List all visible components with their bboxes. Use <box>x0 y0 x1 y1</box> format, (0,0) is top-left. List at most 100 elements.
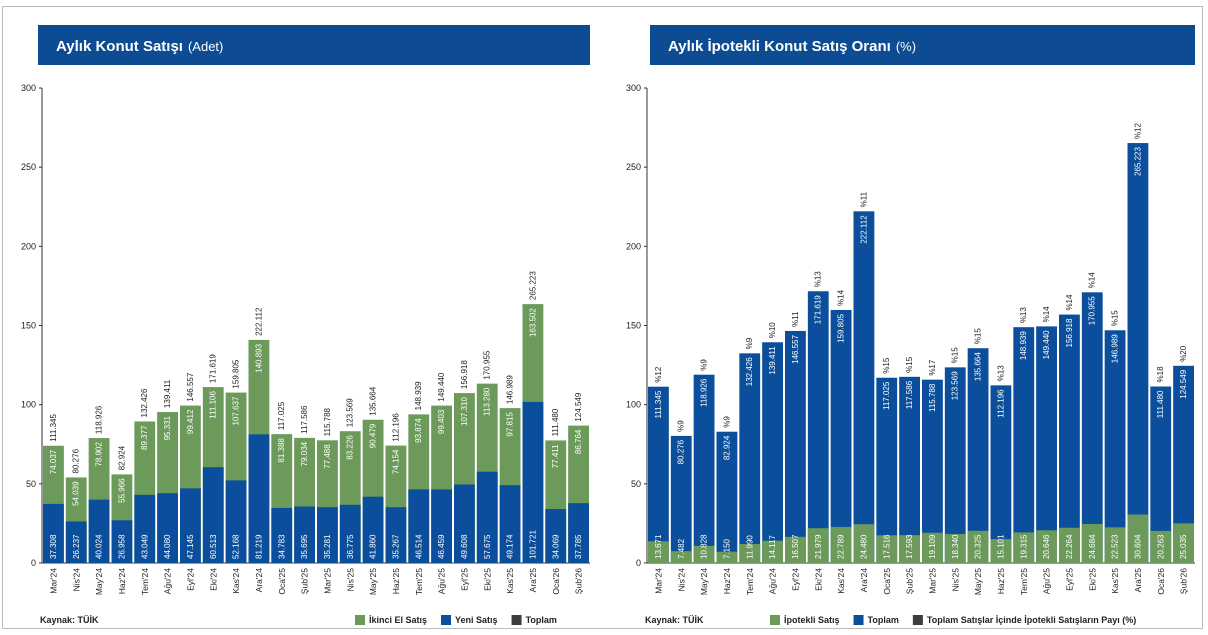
bar <box>1104 527 1126 563</box>
x-tick-label: May'25 <box>368 568 378 595</box>
total-label: %9 <box>722 416 731 428</box>
y-tick-label: 0 <box>636 558 641 568</box>
data-label: 159.805 <box>837 313 846 342</box>
bar <box>1013 327 1035 563</box>
bar <box>785 330 806 563</box>
x-tick-label: Haz'25 <box>996 568 1006 594</box>
x-tick-label: Mar'24 <box>48 568 58 594</box>
bar <box>693 374 715 563</box>
x-tick-label: Eki'24 <box>813 568 823 591</box>
bar <box>1127 514 1149 563</box>
data-label: 135.664 <box>974 352 983 381</box>
data-label: 78.902 <box>95 442 104 467</box>
bar <box>990 385 1012 563</box>
total-label: 132.426 <box>140 388 149 417</box>
chart-title: Aylık İpotekli Konut Satış Oranı (%) <box>668 38 916 55</box>
data-label: 37.785 <box>574 534 583 559</box>
total-label: 111.345 <box>49 413 58 441</box>
bar <box>739 353 761 563</box>
data-label: 77.411 <box>551 444 560 468</box>
title-main: Aylık İpotekli Konut Satış Oranı <box>668 38 891 55</box>
x-tick-label: Nis'24 <box>71 568 81 592</box>
x-tick-label: Eyl'25 <box>1064 568 1074 591</box>
data-label: 22.789 <box>837 534 846 559</box>
data-label: 14.117 <box>768 535 777 559</box>
data-label: 90.479 <box>369 423 378 448</box>
y-tick-label: 250 <box>626 162 641 172</box>
x-tick-label: Kas'24 <box>836 568 846 594</box>
data-label: 41.860 <box>369 534 378 559</box>
data-label: 57.675 <box>483 534 492 559</box>
bar <box>762 540 783 563</box>
data-label: 35.695 <box>300 534 309 559</box>
total-label: %14 <box>1042 306 1051 323</box>
bar <box>385 507 407 563</box>
title-unit: (%) <box>896 39 916 54</box>
data-label: 222.112 <box>859 215 868 244</box>
data-label: 148.939 <box>1019 331 1028 360</box>
data-label: 139.411 <box>768 346 777 375</box>
x-tick-label: Oca'26 <box>1156 568 1166 595</box>
data-label: 83.226 <box>346 435 355 460</box>
total-label: %18 <box>1156 366 1165 383</box>
x-tick-label: Eki'25 <box>1087 568 1097 591</box>
data-label: 80.276 <box>677 439 686 464</box>
data-label: 74.037 <box>49 449 58 474</box>
data-label: 13.671 <box>654 534 663 559</box>
bar <box>1173 365 1194 563</box>
data-label: 25.035 <box>1179 534 1188 559</box>
legend-swatch <box>441 615 452 625</box>
bar <box>454 484 475 563</box>
total-label: 156.918 <box>460 360 469 389</box>
x-tick-label: Kas'25 <box>505 568 515 594</box>
bar <box>648 541 669 563</box>
data-label: 49.174 <box>506 534 515 559</box>
x-tick-label: Nis'25 <box>345 568 355 592</box>
bar <box>739 544 761 563</box>
bar <box>1059 527 1080 563</box>
total-label: 171.619 <box>209 354 218 383</box>
x-tick-label: Şub'25 <box>300 568 310 594</box>
data-label: 112.196 <box>996 389 1005 418</box>
data-label: 111.345 <box>654 390 663 418</box>
header-bar <box>650 25 1195 65</box>
total-label: %11 <box>791 311 800 327</box>
x-tick-label: Eyl'24 <box>790 568 800 591</box>
data-label: 97.815 <box>506 412 515 437</box>
x-tick-label: Ara'25 <box>1133 568 1143 593</box>
y-tick-label: 50 <box>631 479 641 489</box>
bar <box>670 435 692 563</box>
total-label: 118.926 <box>95 405 104 434</box>
x-tick-label: Tem'24 <box>745 568 755 595</box>
total-label: 170.955 <box>483 350 492 379</box>
y-tick-label: 150 <box>21 321 36 331</box>
y-tick-label: 100 <box>626 400 641 410</box>
x-tick-label: Eyl'24 <box>185 568 195 591</box>
bar <box>408 489 430 563</box>
bar <box>693 545 715 563</box>
data-label: 81.388 <box>277 438 286 463</box>
legend-swatch <box>511 615 522 625</box>
data-label: 22.264 <box>1065 534 1074 559</box>
x-tick-label: Tem'24 <box>140 568 150 595</box>
total-label: %14 <box>1088 272 1097 289</box>
y-tick-label: 250 <box>21 162 36 172</box>
data-label: 117.025 <box>882 381 891 410</box>
total-label: 149.440 <box>437 372 446 401</box>
bar <box>830 526 852 563</box>
data-label: 36.775 <box>346 534 355 559</box>
bar <box>134 494 156 563</box>
x-tick-label: Oca'25 <box>882 568 892 595</box>
data-label: 10.828 <box>700 534 709 559</box>
data-label: 16.507 <box>791 534 800 559</box>
bar <box>830 309 852 563</box>
x-tick-label: Ağu'25 <box>1042 568 1052 594</box>
data-label: 34.069 <box>551 534 560 559</box>
bar <box>1104 330 1126 563</box>
bar <box>807 291 829 563</box>
page-border <box>2 6 1203 629</box>
data-label: 111.106 <box>209 391 218 419</box>
data-label: 107.637 <box>232 396 241 425</box>
data-label: 146.557 <box>791 334 800 363</box>
bar <box>111 520 133 563</box>
